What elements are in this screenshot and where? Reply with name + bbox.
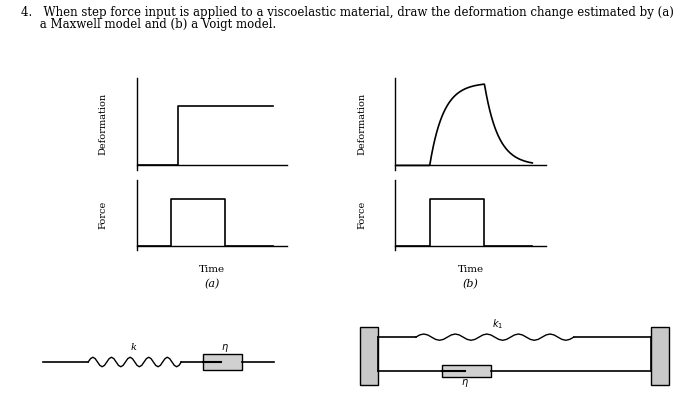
Text: (a): (a) <box>204 279 219 290</box>
Text: Time: Time <box>458 266 484 274</box>
Text: $\eta$: $\eta$ <box>461 377 469 389</box>
Bar <box>442 366 491 377</box>
Text: Deformation: Deformation <box>358 93 367 155</box>
Text: 4.   When step force input is applied to a viscoelastic material, draw the defor: 4. When step force input is applied to a… <box>21 6 674 19</box>
Text: Force: Force <box>358 201 367 229</box>
Bar <box>202 354 242 370</box>
Text: Time: Time <box>199 266 225 274</box>
Bar <box>360 327 378 385</box>
Text: Force: Force <box>99 201 108 229</box>
Text: k: k <box>130 343 136 352</box>
Text: a Maxwell model and (b) a Voigt model.: a Maxwell model and (b) a Voigt model. <box>21 18 276 31</box>
Text: Deformation: Deformation <box>99 93 108 155</box>
Text: $k_1$: $k_1$ <box>492 317 504 331</box>
Bar <box>651 327 669 385</box>
Text: $\eta$: $\eta$ <box>221 342 229 354</box>
Text: (b): (b) <box>463 279 479 290</box>
